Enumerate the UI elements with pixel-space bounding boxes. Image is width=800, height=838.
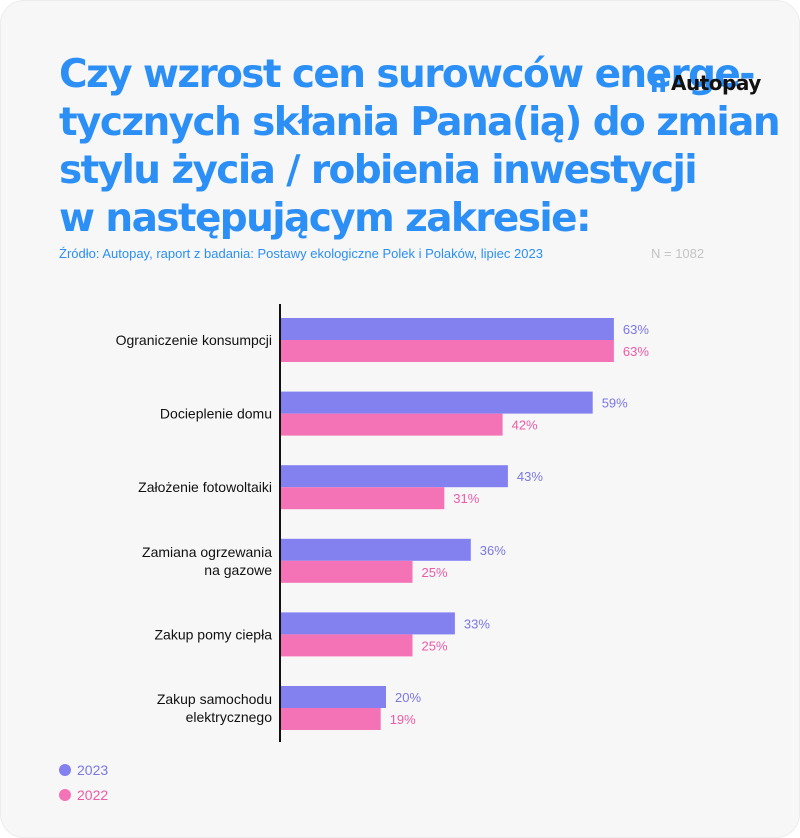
- bar-2023: [280, 318, 614, 340]
- legend-swatch-2022: [59, 789, 71, 801]
- autopay-logo-icon: [652, 74, 665, 92]
- data-label-2023: 59%: [602, 396, 628, 411]
- category-label: Ograniczenie konsumpcji: [116, 332, 272, 348]
- bar-2022: [280, 560, 413, 583]
- bar-2022: [280, 487, 445, 510]
- logo-text: Autopay: [671, 71, 761, 95]
- data-label-2023: 20%: [395, 690, 421, 705]
- legend-item-2022: 2022: [59, 787, 108, 803]
- data-label-2023: 63%: [623, 322, 649, 337]
- data-label-2022: 25%: [422, 638, 448, 653]
- title-line: tycznych skłania Pana(ią) do zmian: [59, 100, 781, 145]
- bar-chart: 63% 63% Ograniczenie konsumpcji 59% 42% Docie…: [116, 304, 649, 742]
- data-label-2023: 33%: [464, 616, 490, 631]
- legend-swatch-2023: [59, 764, 71, 776]
- title-line: stylu życia / robienia inwestycji: [59, 148, 698, 193]
- category-label: Docieplenie domu: [160, 406, 272, 422]
- data-label-2022: 63%: [623, 344, 649, 359]
- bar-2022: [280, 340, 614, 362]
- bar-2023: [280, 686, 386, 708]
- data-label-2022: 19%: [390, 712, 416, 727]
- bar-2022: [280, 634, 413, 657]
- chart-title: Czy wzrost cen surowców energe- tycznych…: [59, 51, 781, 243]
- autopay-logo: Autopay: [652, 69, 761, 97]
- legend-label-2022: 2022: [77, 787, 109, 803]
- data-label-2022: 31%: [453, 491, 479, 506]
- category-label: Założenie fotowoltaiki: [138, 479, 272, 495]
- data-label-2023: 36%: [480, 543, 506, 558]
- bar-2022: [280, 413, 503, 436]
- bar-2023: [280, 465, 508, 488]
- source-note: Źródło: Autopay, raport z badania: Posta…: [59, 246, 543, 261]
- category-label: Zamiana ogrzewania: [142, 544, 272, 560]
- bar-2023: [280, 612, 455, 635]
- category-label: elektrycznego: [186, 709, 273, 725]
- category-label: Zakup samochodu: [157, 691, 272, 707]
- data-label-2022: 42%: [512, 418, 538, 433]
- data-label-2023: 43%: [517, 469, 543, 484]
- data-label-2022: 25%: [422, 565, 448, 580]
- legend-item-2023: 2023: [59, 762, 108, 778]
- legend-label-2023: 2023: [77, 762, 109, 778]
- title-line: Czy wzrost cen surowców energe-: [59, 52, 755, 97]
- title-line: w następującym zakresie:: [59, 196, 592, 241]
- bar-2022: [280, 708, 381, 730]
- category-label: na gazowe: [204, 562, 272, 578]
- bar-2023: [280, 391, 593, 414]
- bar-2023: [280, 538, 471, 561]
- sample-size: N = 1082: [651, 246, 705, 261]
- category-label: Zakup pomy ciepła: [154, 626, 272, 642]
